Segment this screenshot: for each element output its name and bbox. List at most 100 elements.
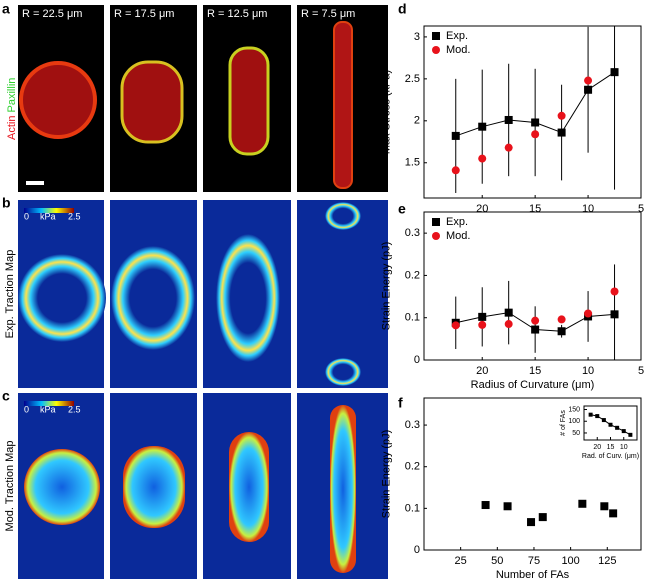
row-label: Exp. Traction Map (4, 250, 16, 339)
point (557, 111, 566, 120)
x-tick-label: 100 (561, 555, 579, 567)
point (504, 320, 513, 329)
point (504, 115, 513, 124)
x-tick-label: 10 (582, 365, 594, 377)
point (584, 76, 593, 85)
legend-marker (432, 46, 440, 54)
y-axis-label: Strain Energy (pJ) (381, 242, 393, 331)
plot-area (423, 211, 642, 361)
x-tick-label: 10 (620, 444, 628, 451)
y-tick-label: 0.1 (405, 312, 420, 324)
point (584, 309, 593, 318)
point (608, 422, 613, 427)
y-tick-label: 1.5 (405, 157, 420, 169)
x-tick-label: 5 (638, 365, 644, 377)
y-tick-label: 100 (568, 418, 580, 425)
x-tick-label: 125 (598, 555, 616, 567)
row-a (18, 5, 388, 192)
y-tick-label: 3 (414, 31, 420, 43)
radius-label: R = 17.5 μm (114, 8, 174, 20)
y-tick-label: 0 (414, 354, 420, 366)
point (451, 166, 460, 175)
legend-label: Exp. (446, 216, 468, 228)
plot-area (423, 25, 642, 199)
point (609, 509, 618, 518)
y-tick-label: 150 (568, 406, 580, 413)
panel-letter: c (2, 388, 10, 404)
panel-letter: a (2, 1, 10, 17)
stain-label: Actin/Paxillin (6, 78, 18, 140)
y-tick-label: 0.2 (405, 269, 420, 281)
plot (588, 412, 633, 437)
x-tick-label: 20 (593, 444, 601, 451)
point (478, 320, 487, 329)
colorbar-label: kPa (40, 404, 56, 414)
y-tick-label: 0.1 (405, 502, 420, 514)
image-panels: a b c d e f R = 22.5 μm R = 17.5 μm R = … (2, 1, 407, 579)
point (451, 131, 460, 140)
point (610, 310, 619, 319)
point (610, 68, 619, 77)
point (584, 85, 593, 94)
x-axis-label: Number of FAs (496, 569, 570, 579)
plot (451, 26, 619, 193)
point (601, 418, 606, 423)
plot (451, 264, 619, 360)
point (557, 327, 566, 336)
y-axis-label: Max Stress (kPa) (381, 70, 393, 154)
radius-label: R = 12.5 μm (207, 8, 267, 20)
legend-label: Exp. (446, 30, 468, 42)
x-tick-label: 15 (529, 365, 541, 377)
point (478, 154, 487, 163)
point (600, 502, 609, 511)
y-tick-label: 2 (414, 115, 420, 127)
radius-label: R = 7.5 μm (301, 8, 355, 20)
y-tick-label: 0 (414, 544, 420, 556)
point (504, 143, 513, 152)
y-tick-label: 50 (572, 430, 580, 437)
point (557, 315, 566, 324)
colorbar-label: 2.5 (68, 211, 81, 221)
stain: Actin (6, 116, 18, 140)
point (481, 501, 490, 510)
point (538, 513, 547, 522)
point (531, 130, 540, 139)
colorbar-label: kPa (40, 211, 56, 221)
point (628, 432, 633, 437)
x-axis-label: Rad. of Curv. (μm) (582, 453, 639, 460)
y-tick-label: 0.3 (405, 227, 420, 239)
row-b (18, 200, 388, 388)
point (531, 118, 540, 127)
point (531, 316, 540, 325)
point (451, 321, 460, 330)
x-tick-label: 75 (528, 555, 540, 567)
plot (481, 499, 618, 527)
y-axis-label: # of FAs (560, 410, 567, 436)
x-tick-label: 5 (638, 203, 644, 215)
stain: / (6, 112, 18, 116)
x-axis-label: Radius of Curvature (μm) (471, 379, 595, 391)
panel-letter: d (398, 1, 407, 17)
point (503, 502, 512, 511)
row-c (18, 393, 388, 579)
point (478, 312, 487, 321)
y-tick-label: 0.3 (405, 419, 420, 431)
colorbar-label: 2.5 (68, 404, 81, 414)
radius-label: R = 22.5 μm (22, 8, 82, 20)
panel-letter: b (2, 195, 11, 211)
point (610, 287, 619, 296)
point (615, 425, 620, 430)
y-tick-label: 0.2 (405, 461, 420, 473)
point (578, 499, 587, 508)
point (557, 128, 566, 137)
x-tick-label: 15 (607, 444, 615, 451)
point (595, 414, 600, 419)
legend-marker (432, 218, 440, 226)
point (504, 308, 513, 317)
colorbar-label: 0 (24, 404, 29, 414)
point (527, 518, 536, 527)
legend-label: Mod. (446, 44, 470, 56)
stain: Paxillin (6, 78, 18, 113)
x-tick-label: 25 (455, 555, 467, 567)
